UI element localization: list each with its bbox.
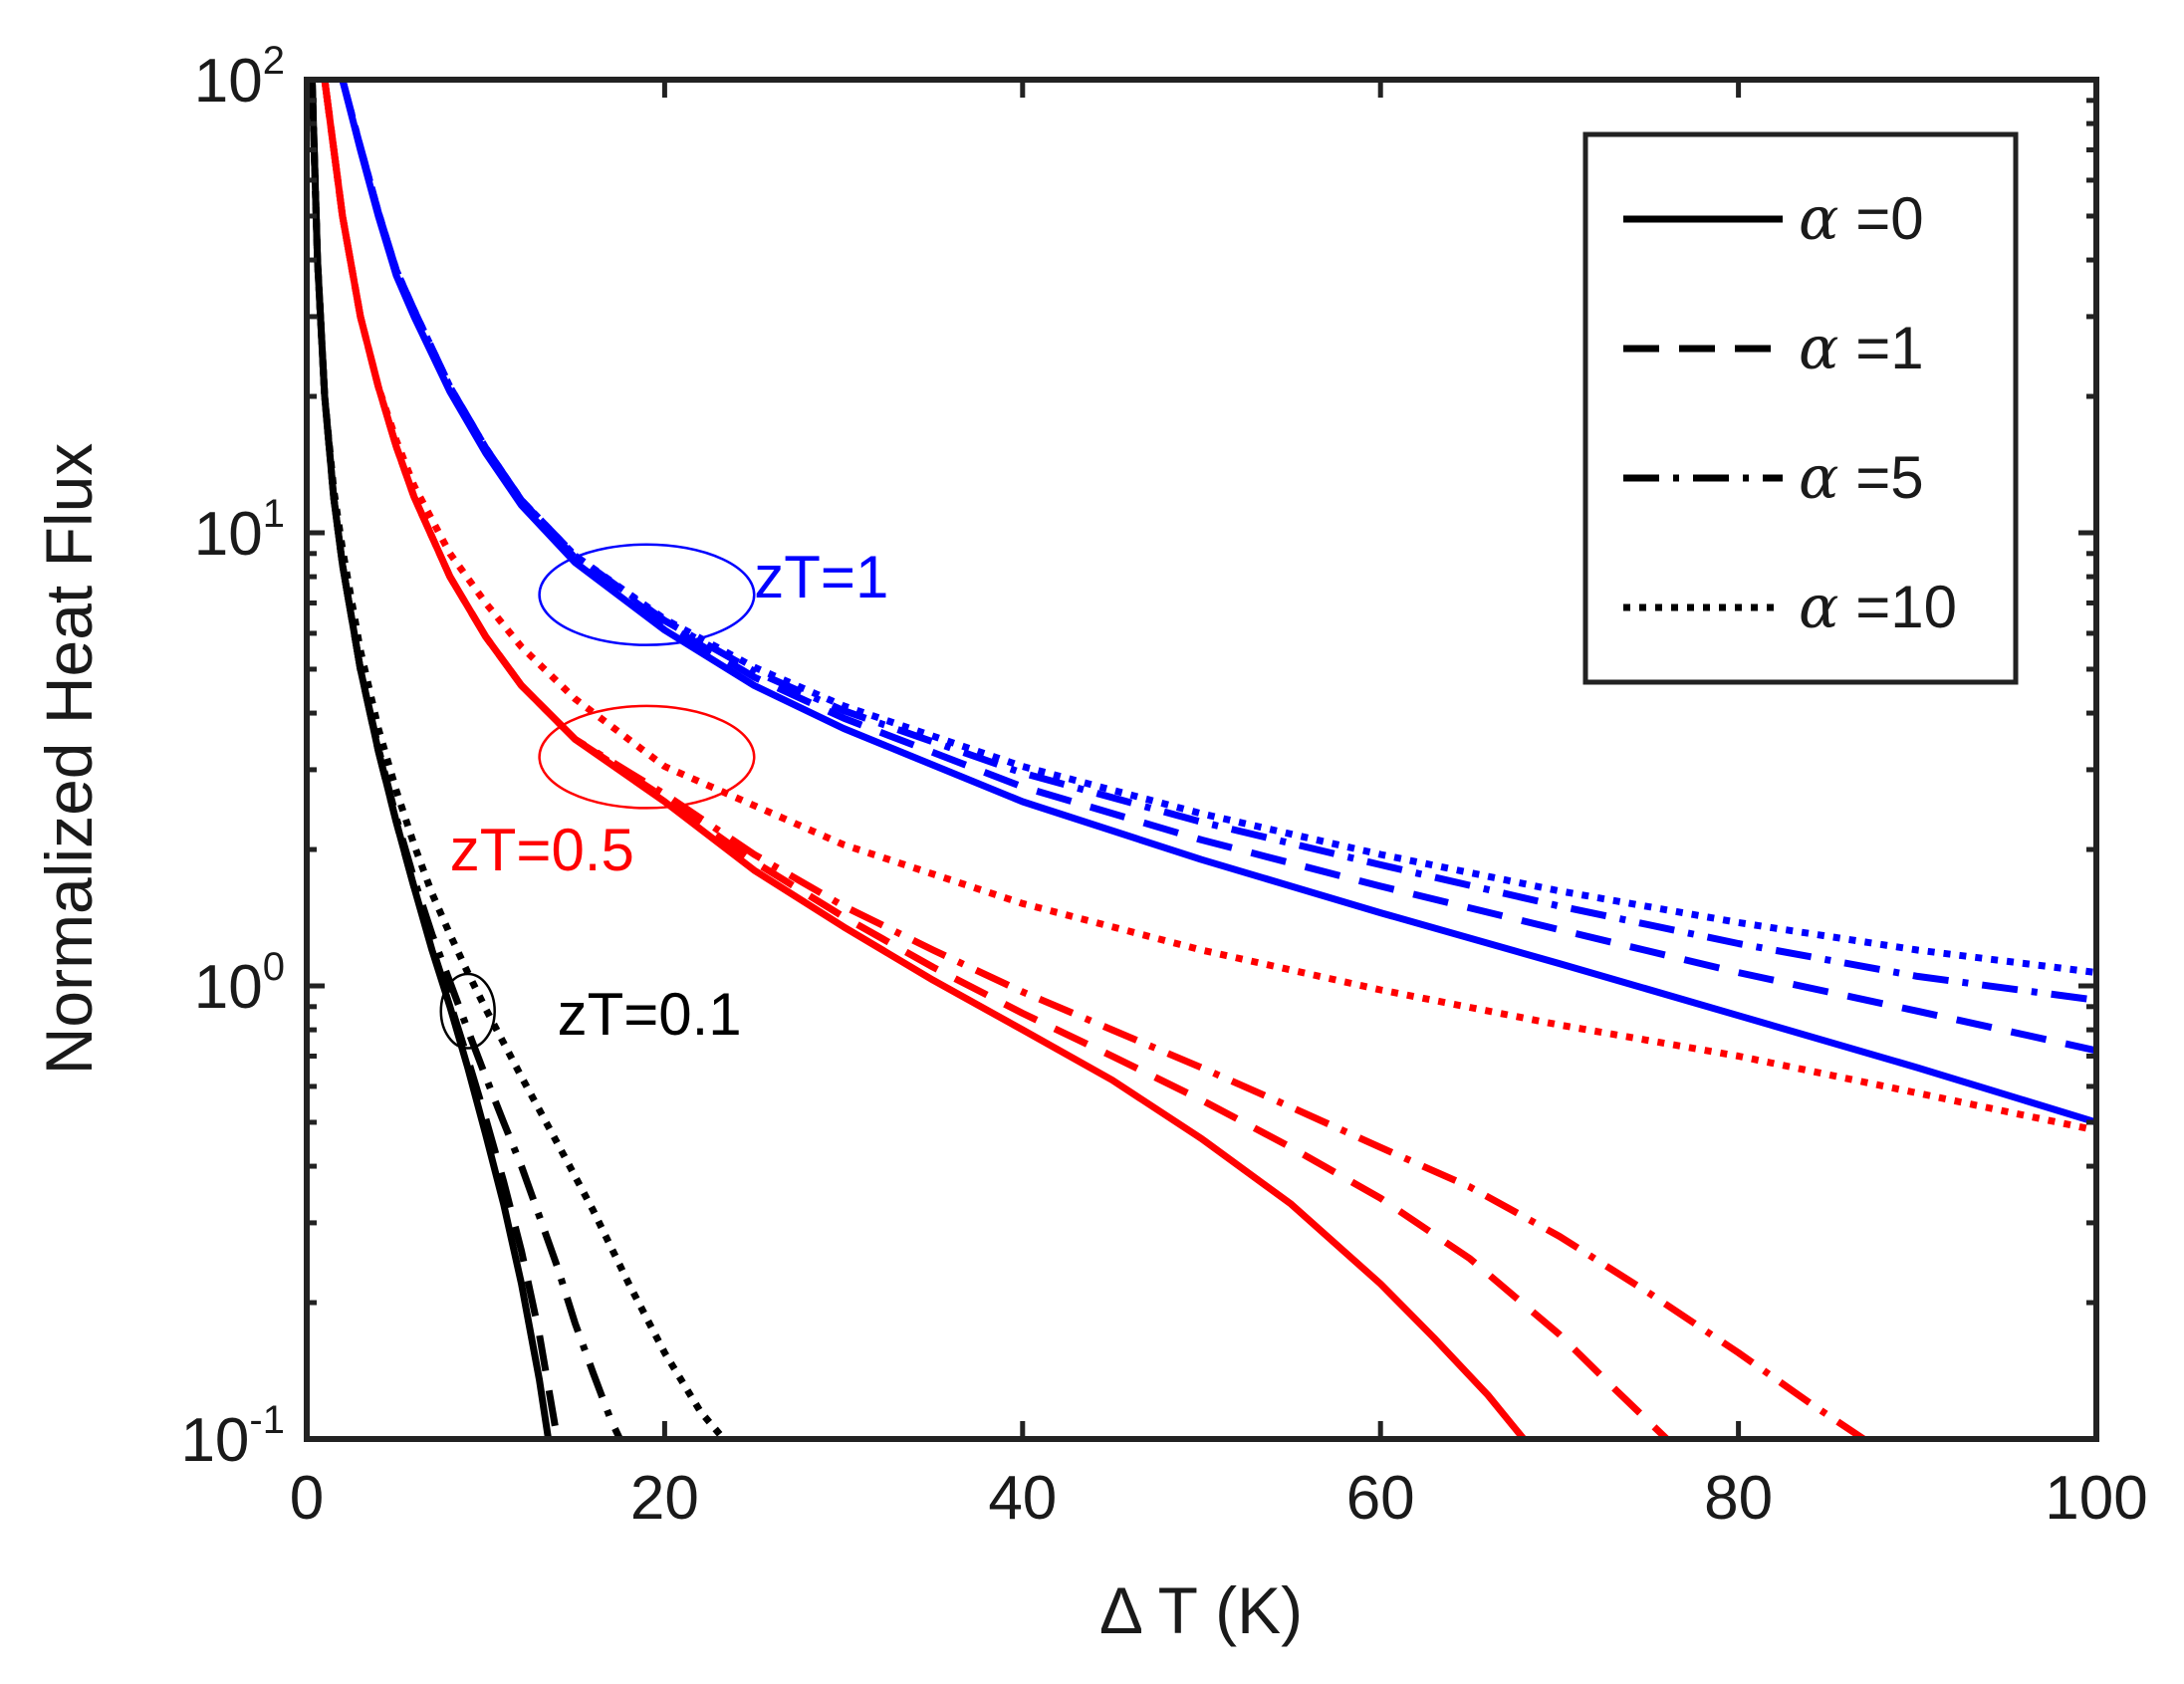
y-tick-label: 100 <box>194 945 285 1022</box>
y-axis-title: Normalized Heat Flux <box>32 443 106 1076</box>
x-tick-label: 0 <box>290 1464 324 1533</box>
curves-layer <box>308 80 2096 1439</box>
tick-labels-layer: 0 20 40 60 80 100 10-1 100 101 102 <box>180 39 2147 1533</box>
y-tick-label: 102 <box>194 39 285 116</box>
x-tick-label: 40 <box>988 1464 1057 1533</box>
legend-label: α =10 <box>1799 573 1957 642</box>
x-tick-label: 100 <box>2045 1464 2147 1533</box>
annotation-ellipse <box>538 543 756 646</box>
x-tick-label: 80 <box>1704 1464 1773 1533</box>
annotation-label: zT=0.5 <box>450 817 634 883</box>
curve-zt-0_1-alpha-10 <box>308 80 727 1439</box>
annotation-label: zT=1 <box>754 544 888 610</box>
annotations-layer: zT=1 zT=0.5 zT=0.1 <box>450 544 889 1048</box>
x-axis-title: Δ T (K) <box>1099 1573 1303 1647</box>
curve-zt-1-alpha-10 <box>339 80 2096 977</box>
legend-box <box>1582 131 2019 685</box>
annotation-ellipse <box>538 704 756 810</box>
annotation-label: zT=0.1 <box>558 981 742 1048</box>
annotation-ellipse <box>439 972 496 1050</box>
y-tick-label: 10-1 <box>180 1398 285 1475</box>
plot-frame <box>304 77 2099 1442</box>
curve-zt-0_1-alpha-1 <box>308 80 562 1439</box>
legend-label: α =0 <box>1799 184 1924 254</box>
legend-label: α =5 <box>1799 443 1924 513</box>
legend: α =0 α =1 α =5 α =10 <box>1582 131 2019 685</box>
ellipses-layer <box>439 543 756 1050</box>
curve-zt-0_5-alpha-10 <box>321 80 2096 1134</box>
curve-zt-0_5-alpha-5 <box>321 80 1866 1439</box>
curve-zt-1-alpha-5 <box>339 80 2096 1004</box>
legend-label: α =1 <box>1799 314 1924 383</box>
x-tick-label: 60 <box>1346 1464 1415 1533</box>
x-tick-label: 20 <box>630 1464 699 1533</box>
y-tick-label: 101 <box>194 492 285 569</box>
